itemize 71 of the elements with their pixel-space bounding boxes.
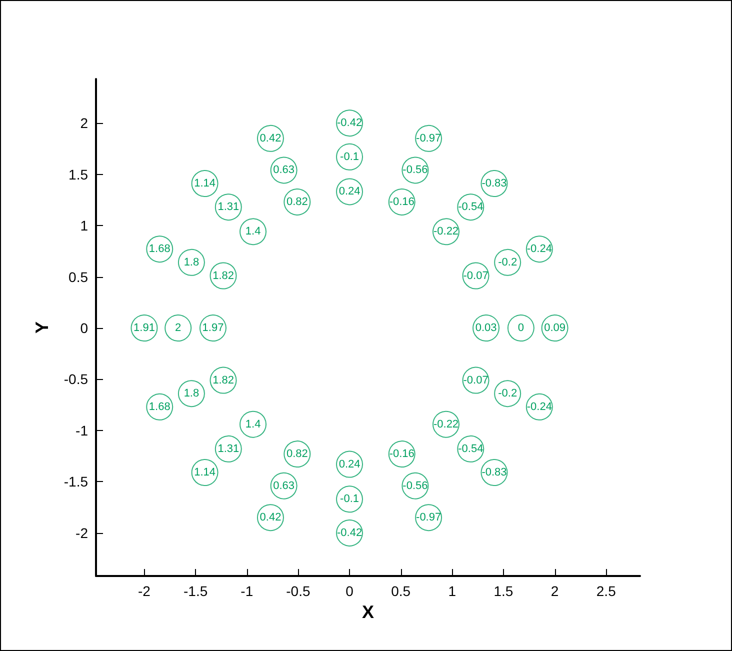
annotation: -0.22 <box>433 226 459 238</box>
annotation: 0.42 <box>260 512 282 524</box>
annotation: -0.97 <box>416 512 442 524</box>
y-tick-label: 1 <box>80 218 88 234</box>
annotation: 1.4 <box>245 418 261 430</box>
y-tick-label: 2 <box>80 115 88 132</box>
x-axis-title: X <box>362 602 374 622</box>
annotation: 0.63 <box>273 164 295 176</box>
y-tick-label: 1.5 <box>68 166 88 182</box>
annotation: -0.42 <box>336 526 362 539</box>
annotation: -0.22 <box>433 418 459 430</box>
annotation: 1.8 <box>184 388 200 400</box>
x-tick-label: 1.5 <box>494 583 514 599</box>
annotation: 0.42 <box>260 132 282 144</box>
x-tick-label: 2.5 <box>596 583 616 599</box>
annotation: -0.2 <box>498 388 518 400</box>
y-tick-label: -2 <box>76 524 88 541</box>
x-tick-label: -0.5 <box>286 583 310 599</box>
annotation: -0.54 <box>458 442 484 455</box>
x-tick-label: 0 <box>346 583 354 599</box>
annotation: 1.68 <box>148 400 170 413</box>
annotation: 0.24 <box>338 458 360 470</box>
annotation: -0.24 <box>526 400 552 413</box>
annotation: 1.14 <box>194 178 216 190</box>
y-tick-label: 0.5 <box>68 268 88 285</box>
annotation: -0.16 <box>389 448 414 460</box>
x-tick-label: 1 <box>448 583 456 599</box>
annotation: 0.63 <box>273 480 295 492</box>
y-tick-label: -1 <box>76 422 88 438</box>
annotation: -0.1 <box>340 150 360 163</box>
x-tick-label: 2 <box>550 583 559 599</box>
annotation: 0.24 <box>338 186 360 198</box>
annotation: 1.31 <box>218 442 240 455</box>
annotation: 0.03 <box>475 322 497 334</box>
annotation: 0.82 <box>286 196 308 208</box>
annotation: -0.83 <box>482 466 507 478</box>
annotation: -0.1 <box>340 493 360 506</box>
annotation: -0.24 <box>526 243 552 256</box>
x-tick-label: -1.5 <box>184 583 208 599</box>
annotation: -0.42 <box>336 117 362 130</box>
annotation: 1.8 <box>184 256 200 268</box>
annotation: -0.07 <box>463 374 488 386</box>
annotation: 1.68 <box>148 243 170 256</box>
annotation: 1.14 <box>194 466 216 478</box>
annotation: 1.31 <box>218 201 240 214</box>
y-axis-title: Y <box>32 321 52 334</box>
x-tick-label: 0.5 <box>391 583 411 599</box>
annotation: 1.97 <box>202 322 224 334</box>
annotation: 2 <box>175 322 182 334</box>
annotation: -0.16 <box>389 196 414 208</box>
annotation: -0.56 <box>402 480 428 492</box>
y-tick-label: -1.5 <box>64 474 88 490</box>
annotation: -0.54 <box>458 201 484 214</box>
x-tick-label: -1 <box>240 583 254 599</box>
y-tick-label: 0 <box>80 320 88 336</box>
point <box>164 314 192 342</box>
annotation: 1.4 <box>245 226 261 238</box>
annotation: 0 <box>518 322 524 334</box>
annotation: -0.97 <box>416 132 442 144</box>
y-tick-label: -0.5 <box>64 371 88 388</box>
annotation: 1.82 <box>212 270 234 282</box>
annotation: 0.09 <box>544 322 566 334</box>
annotation: 1.82 <box>212 374 234 386</box>
annotation: -0.2 <box>498 256 518 268</box>
annotation: 1.91 <box>134 322 155 334</box>
annotation: -0.07 <box>463 270 488 282</box>
annotation: -0.83 <box>482 178 507 190</box>
x-tick-label: -2 <box>138 583 151 599</box>
annotation: 0.82 <box>286 448 308 460</box>
point <box>507 314 534 342</box>
annotation: -0.56 <box>402 164 428 176</box>
